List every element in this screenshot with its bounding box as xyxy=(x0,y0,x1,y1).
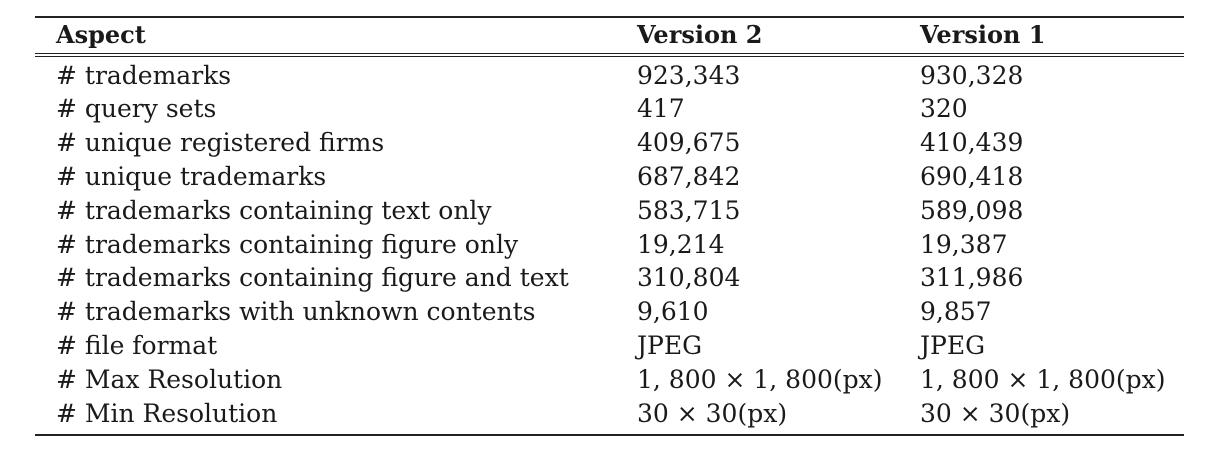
aspect-cell: # trademarks xyxy=(56,60,232,90)
aspect-cell: # Min Resolution xyxy=(56,398,278,428)
version-1-cell: 589,098 xyxy=(920,195,1024,225)
header-double-rule xyxy=(35,52,1184,57)
version-2-cell: 417 xyxy=(637,94,685,124)
aspect-cell: # Max Resolution xyxy=(56,364,283,394)
version-2-cell: 19,214 xyxy=(637,229,725,259)
table-row: # trademarks containing figure only 19,2… xyxy=(35,228,1184,262)
header-aspect: Aspect xyxy=(56,19,146,49)
version-2-cell: 310,804 xyxy=(637,263,741,293)
aspect-cell: # unique registered firms xyxy=(56,128,385,158)
aspect-cell: # trademarks containing figure only xyxy=(56,229,519,259)
bottom-rule xyxy=(35,434,1184,436)
version-1-cell: 410,439 xyxy=(920,128,1024,158)
version-1-cell: 311,986 xyxy=(920,263,1024,293)
version-1-cell: 9,857 xyxy=(920,297,992,327)
table-row: # Max Resolution 1, 800 × 1, 800(px) 1, … xyxy=(35,363,1184,397)
top-rule xyxy=(35,16,1184,18)
table-row: # Min Resolution 30 × 30(px) 30 × 30(px) xyxy=(35,397,1184,431)
version-2-cell: 409,675 xyxy=(637,128,741,158)
version-2-cell: 583,715 xyxy=(637,195,741,225)
aspect-cell: # trademarks with unknown contents xyxy=(56,297,536,327)
table-row: # trademarks containing figure and text … xyxy=(35,261,1184,295)
version-1-cell: 930,328 xyxy=(920,60,1024,90)
version-1-cell: 19,387 xyxy=(920,229,1008,259)
version-2-cell: 687,842 xyxy=(637,161,741,191)
version-1-cell: JPEG xyxy=(920,330,986,360)
version-2-cell: 9,610 xyxy=(637,297,709,327)
table-row: # unique registered firms 409,675 410,43… xyxy=(35,126,1184,160)
table-row: # trademarks with unknown contents 9,610… xyxy=(35,295,1184,329)
aspect-cell: # query sets xyxy=(56,94,217,124)
version-2-cell: 1, 800 × 1, 800(px) xyxy=(637,364,883,394)
version-2-cell: 30 × 30(px) xyxy=(637,398,788,428)
version-2-cell: 923,343 xyxy=(637,60,741,90)
table-row: # trademarks 923,343 930,328 xyxy=(35,59,1184,93)
version-1-cell: 320 xyxy=(920,94,968,124)
table-body: # trademarks 923,343 930,328 # query set… xyxy=(35,57,1184,435)
table-header-row: Aspect Version 2 Version 1 xyxy=(35,19,1184,51)
table-row: # file format JPEG JPEG xyxy=(35,329,1184,363)
header-version-1: Version 1 xyxy=(920,19,1046,49)
version-1-cell: 690,418 xyxy=(920,161,1024,191)
version-2-cell: JPEG xyxy=(637,330,703,360)
table-row: # query sets 417 320 xyxy=(35,92,1184,126)
header-version-2: Version 2 xyxy=(637,19,763,49)
aspect-cell: # trademarks containing figure and text xyxy=(56,263,569,293)
table-row: # trademarks containing text only 583,71… xyxy=(35,194,1184,228)
aspect-cell: # unique trademarks xyxy=(56,161,327,191)
comparison-table: Aspect Version 2 Version 1 # trademarks … xyxy=(35,16,1184,436)
aspect-cell: # trademarks containing text only xyxy=(56,195,492,225)
aspect-cell: # file format xyxy=(56,330,218,360)
version-1-cell: 30 × 30(px) xyxy=(920,398,1071,428)
version-1-cell: 1, 800 × 1, 800(px) xyxy=(920,364,1166,394)
table-row: # unique trademarks 687,842 690,418 xyxy=(35,160,1184,194)
